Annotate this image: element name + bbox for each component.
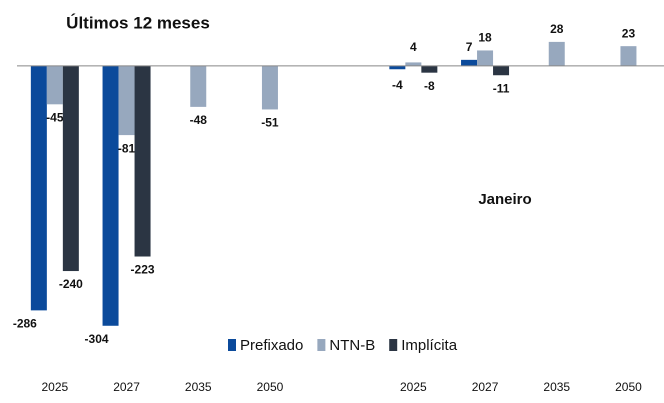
- value-label: -304: [85, 332, 109, 346]
- value-label: 7: [466, 40, 473, 54]
- x-tick-label: 2025: [400, 380, 427, 394]
- value-label: -240: [59, 277, 83, 291]
- legend-label: NTN-B: [329, 337, 375, 354]
- panel-label: Janeiro: [478, 191, 531, 208]
- x-tick-label: 2025: [41, 380, 68, 394]
- bar: [190, 65, 207, 107]
- bar: [46, 65, 63, 105]
- value-label: 18: [478, 31, 492, 45]
- value-label: 23: [622, 26, 636, 40]
- value-label: -286: [13, 317, 37, 331]
- x-tick-label: 2027: [472, 380, 499, 394]
- x-tick-label: 2027: [113, 380, 140, 394]
- x-tick-label: 2035: [543, 380, 570, 394]
- x-tick-label: 2050: [257, 380, 284, 394]
- legend-swatch: [228, 339, 236, 351]
- value-label: -8: [424, 79, 435, 93]
- bar: [421, 65, 438, 73]
- value-label: -48: [190, 113, 208, 127]
- value-label: -45: [46, 110, 64, 124]
- value-label: -4: [392, 78, 403, 92]
- bar: [405, 62, 422, 66]
- value-label: 4: [410, 40, 417, 54]
- value-label: -223: [131, 263, 155, 277]
- bar: [461, 59, 478, 66]
- x-tick-label: 2050: [615, 380, 642, 394]
- bar: [134, 65, 151, 257]
- legend-label: Implícita: [401, 337, 458, 354]
- bar: [477, 50, 494, 66]
- chart-title: Últimos 12 meses: [66, 13, 210, 32]
- bar: [30, 65, 47, 311]
- legend-swatch: [389, 339, 398, 351]
- x-tick-label: 2035: [185, 380, 212, 394]
- legend-label: Prefixado: [240, 337, 303, 354]
- bar: [493, 65, 510, 76]
- bar: [261, 65, 278, 110]
- bar: [389, 65, 406, 70]
- bar: [620, 46, 637, 66]
- value-label: -11: [493, 81, 510, 95]
- value-label: 28: [550, 22, 564, 36]
- bar: [102, 65, 119, 326]
- value-label: -81: [118, 141, 136, 155]
- bar: [62, 65, 79, 272]
- value-label: -51: [261, 116, 279, 130]
- bar: [548, 41, 565, 66]
- bar: [118, 65, 135, 136]
- legend-swatch: [317, 339, 326, 351]
